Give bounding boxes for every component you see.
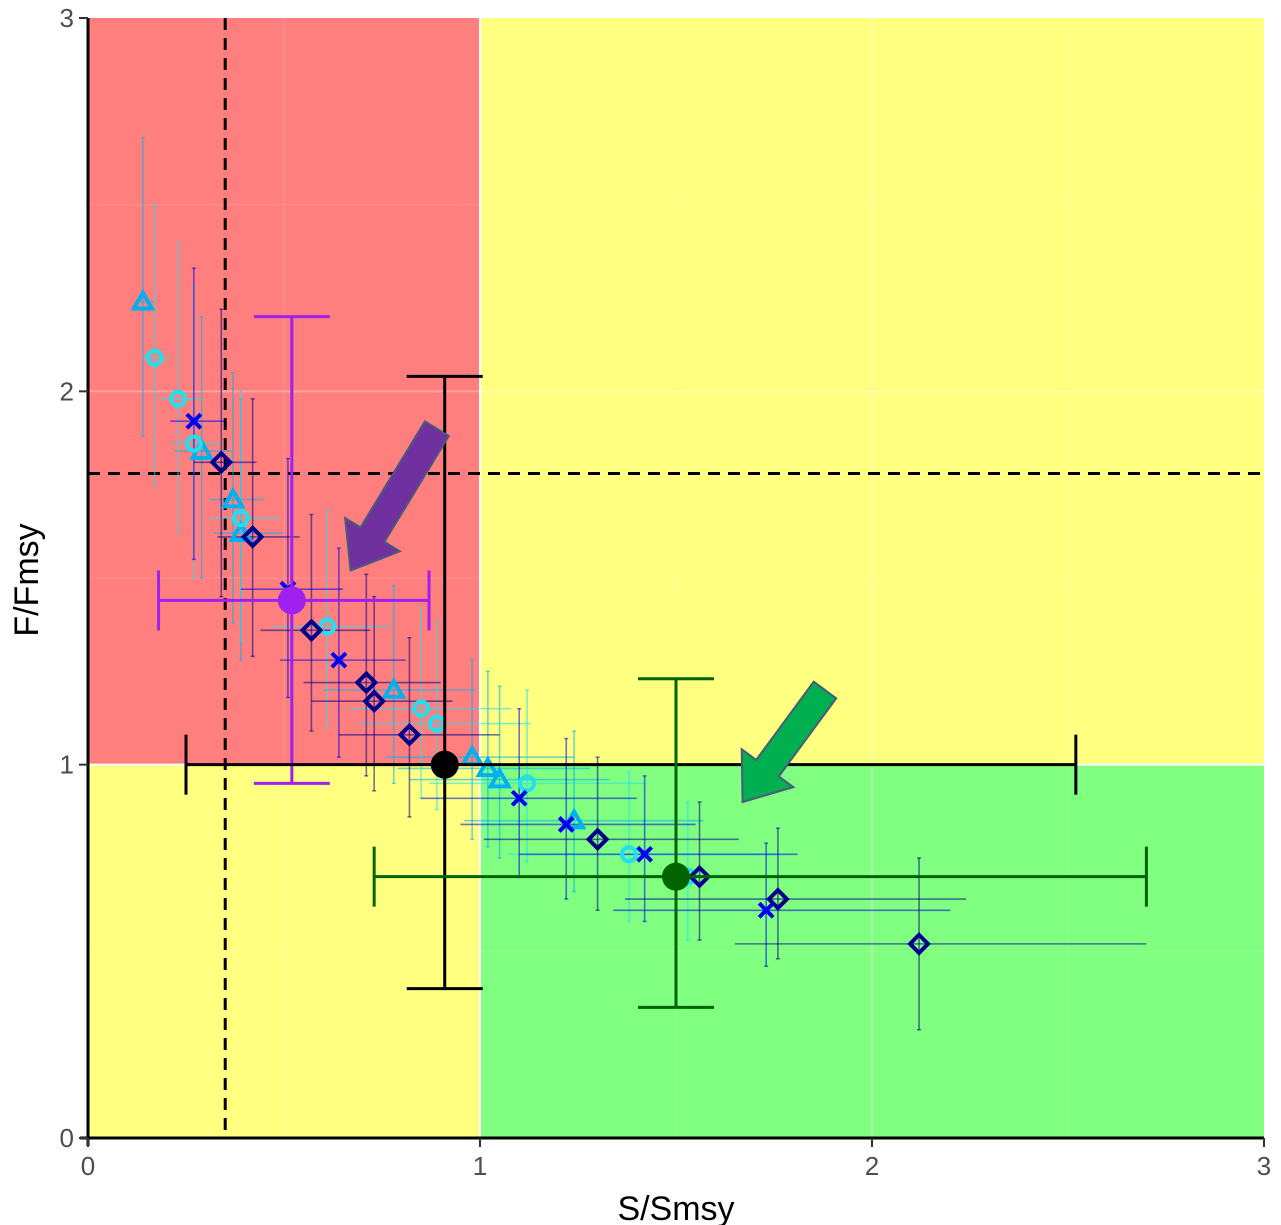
summary-marker — [662, 862, 690, 891]
triangle-point — [487, 766, 513, 789]
triangle-point — [381, 676, 407, 699]
axes-layer: 0 1 2 3 0 1 2 3 — [60, 3, 1272, 1181]
diamond-point — [766, 887, 790, 911]
cross-stroke — [330, 651, 348, 669]
triangle-point — [475, 755, 501, 778]
zone-yellow-top — [480, 18, 1264, 765]
diamond-point — [585, 827, 610, 852]
circle-point — [518, 774, 537, 793]
cross-stroke — [757, 901, 775, 919]
triangle-point — [228, 520, 254, 542]
diamond-point — [397, 722, 422, 747]
circle-point — [318, 617, 337, 636]
purple-arrow — [343, 420, 451, 572]
circle-point — [145, 348, 164, 367]
x-axis-title: S/Smsy — [617, 1190, 734, 1225]
arrows-layer — [343, 420, 838, 804]
zone-green — [480, 764, 1264, 1138]
circle-point — [169, 389, 188, 408]
summary-marker — [430, 750, 459, 779]
x-tick-label: 0 — [81, 1151, 95, 1181]
cross-point — [330, 651, 348, 669]
summary-layer — [157, 315, 1148, 1009]
zones-layer — [88, 18, 1264, 1138]
cross-stroke — [557, 815, 575, 833]
y-tick-label: 3 — [60, 3, 74, 33]
y-axis-title: F/Fmsy — [8, 523, 46, 636]
x-tick-label: 3 — [1257, 1151, 1271, 1181]
circle-point — [231, 509, 250, 528]
diamond-point — [354, 670, 379, 695]
y-tick-label: 2 — [60, 376, 74, 406]
cross-point — [557, 815, 575, 833]
summary-point-purple — [157, 315, 431, 785]
reference-lines-layer — [88, 18, 1264, 1138]
diamond-point — [209, 450, 234, 475]
points-layer — [130, 288, 931, 956]
cross-point — [636, 845, 654, 863]
green-arrow — [740, 680, 838, 804]
summary-point-darkgreen — [372, 677, 1148, 1009]
zone-red — [88, 18, 480, 765]
diamond-point — [362, 689, 386, 714]
x-tick-label: 1 — [473, 1151, 487, 1181]
cross-point — [185, 412, 203, 430]
diamond-point — [240, 525, 265, 549]
circle-point — [412, 699, 431, 718]
cross-stroke — [636, 845, 654, 863]
cross-point — [510, 789, 528, 807]
cross-stroke — [510, 789, 528, 807]
circle-point — [184, 434, 203, 453]
diamond-point — [907, 932, 931, 956]
summary-marker — [277, 586, 306, 615]
y-tick-label: 1 — [60, 750, 74, 780]
y-tick-label: 0 — [60, 1123, 74, 1153]
circle-point — [619, 845, 638, 864]
triangle-point — [220, 486, 246, 509]
x-tick-label: 2 — [865, 1151, 879, 1181]
summary-point-black — [184, 374, 1078, 991]
cross-point — [757, 901, 775, 919]
diamond-point — [299, 618, 324, 643]
triangle-point — [130, 288, 156, 311]
zone-yellow-bottom — [88, 764, 480, 1138]
cross-stroke — [185, 412, 203, 430]
diamond-point — [687, 864, 712, 889]
